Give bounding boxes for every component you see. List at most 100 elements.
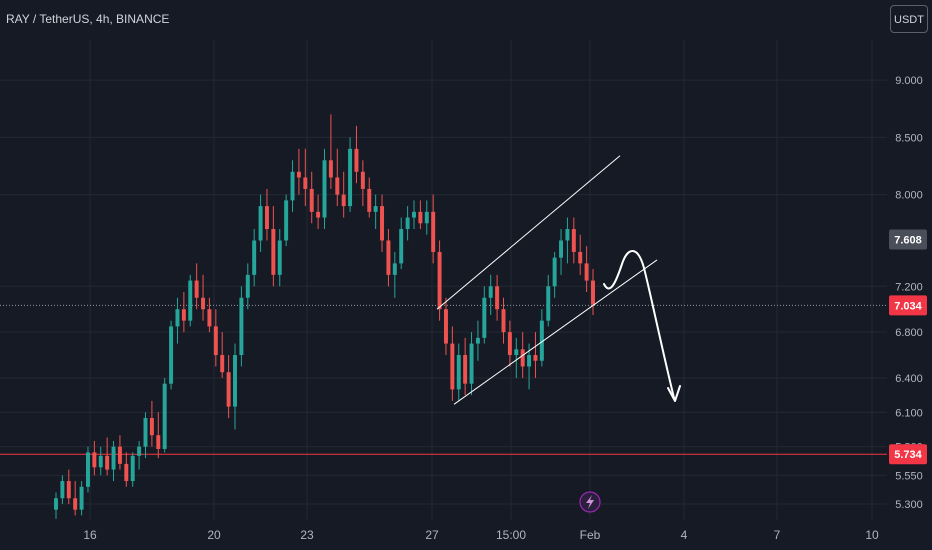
candle[interactable]: [514, 337, 519, 378]
candle[interactable]: [450, 326, 455, 401]
candle[interactable]: [201, 274, 206, 321]
channel-upper-line[interactable]: [436, 155, 621, 310]
candle[interactable]: [392, 251, 397, 298]
candle[interactable]: [271, 206, 276, 287]
candle[interactable]: [60, 475, 65, 504]
candle[interactable]: [73, 481, 78, 516]
currency-button[interactable]: USDT: [890, 5, 928, 33]
candle[interactable]: [252, 229, 257, 287]
candle[interactable]: [322, 148, 327, 230]
y-tick-label: 5.550: [895, 470, 923, 482]
candle[interactable]: [559, 229, 564, 275]
candle-body: [412, 211, 416, 218]
candle[interactable]: [309, 171, 314, 224]
candle[interactable]: [111, 440, 116, 482]
candle[interactable]: [443, 297, 448, 356]
candle[interactable]: [591, 269, 595, 315]
candle[interactable]: [85, 446, 90, 493]
candle[interactable]: [507, 320, 512, 367]
candle[interactable]: [92, 440, 97, 476]
candle[interactable]: [98, 446, 103, 476]
candle[interactable]: [194, 263, 199, 310]
candle[interactable]: [258, 194, 263, 252]
candle[interactable]: [175, 297, 180, 344]
candle[interactable]: [335, 148, 340, 207]
candle[interactable]: [284, 194, 289, 247]
candle[interactable]: [245, 263, 250, 310]
candle[interactable]: [539, 309, 544, 367]
candle[interactable]: [137, 440, 142, 470]
candle[interactable]: [213, 309, 218, 367]
candle[interactable]: [380, 194, 385, 252]
candle[interactable]: [367, 177, 372, 218]
candle[interactable]: [424, 200, 429, 235]
candle[interactable]: [130, 452, 135, 487]
candle-body: [392, 263, 397, 275]
candle[interactable]: [296, 148, 301, 195]
candle-body: [111, 446, 116, 470]
candle-body: [105, 455, 110, 470]
candle[interactable]: [233, 343, 237, 430]
candle[interactable]: [373, 194, 378, 230]
candle[interactable]: [456, 343, 461, 401]
channel-lower-line[interactable]: [453, 259, 658, 405]
candle-body: [565, 229, 570, 241]
candle[interactable]: [405, 206, 410, 241]
candle[interactable]: [207, 297, 212, 333]
candle[interactable]: [188, 274, 193, 327]
candle[interactable]: [66, 469, 71, 504]
candle[interactable]: [181, 292, 186, 333]
candle[interactable]: [162, 377, 167, 453]
candle[interactable]: [316, 194, 321, 230]
candle[interactable]: [552, 251, 557, 298]
candle[interactable]: [533, 332, 538, 378]
candle[interactable]: [488, 274, 493, 315]
candle[interactable]: [220, 332, 225, 378]
candle[interactable]: [495, 274, 500, 321]
candle[interactable]: [354, 125, 359, 184]
candle[interactable]: [386, 229, 391, 287]
candle-body: [469, 343, 474, 384]
projection-arrow-path[interactable]: [603, 250, 675, 399]
candle-body: [162, 383, 167, 449]
candle[interactable]: [348, 137, 353, 212]
candle[interactable]: [475, 320, 480, 361]
candle[interactable]: [277, 229, 282, 287]
candle[interactable]: [328, 114, 333, 189]
candle[interactable]: [360, 160, 365, 207]
candle[interactable]: [239, 286, 244, 367]
candle[interactable]: [412, 200, 416, 230]
candle[interactable]: [463, 337, 468, 396]
candle[interactable]: [169, 320, 174, 390]
candle[interactable]: [264, 188, 269, 241]
candle[interactable]: [571, 217, 576, 264]
candle[interactable]: [399, 217, 404, 270]
candle[interactable]: [584, 246, 589, 293]
candle[interactable]: [431, 194, 436, 264]
candle[interactable]: [149, 400, 154, 447]
candle[interactable]: [565, 217, 570, 264]
candle-body: [463, 355, 468, 384]
candle[interactable]: [290, 160, 295, 212]
candle[interactable]: [578, 234, 583, 275]
candle[interactable]: [469, 332, 474, 396]
candle[interactable]: [117, 435, 122, 470]
candle[interactable]: [105, 437, 110, 476]
candle[interactable]: [54, 492, 58, 519]
candle[interactable]: [143, 412, 148, 459]
candle[interactable]: [303, 148, 308, 207]
price-axis: 9.0008.5008.0007.2006.8006.4006.1005.800…: [895, 75, 923, 511]
candle[interactable]: [79, 481, 84, 516]
candle[interactable]: [124, 452, 129, 487]
candle[interactable]: [341, 171, 346, 218]
candle[interactable]: [482, 286, 487, 344]
candle[interactable]: [546, 274, 551, 327]
candle-body: [424, 211, 429, 224]
candle[interactable]: [501, 297, 506, 344]
candle[interactable]: [226, 355, 231, 419]
candle[interactable]: [156, 412, 161, 459]
candle[interactable]: [418, 200, 423, 230]
candle-body: [181, 309, 186, 321]
flash-icon[interactable]: [579, 491, 601, 513]
